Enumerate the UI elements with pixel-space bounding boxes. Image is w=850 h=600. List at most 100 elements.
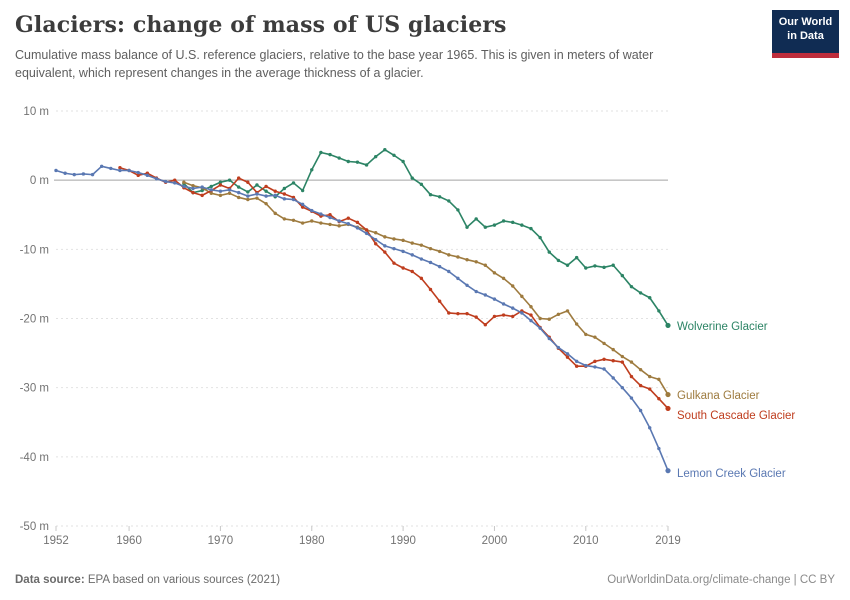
y-tick-label: -10 m	[20, 244, 49, 256]
data-point-lemon-creek-glacier	[437, 264, 442, 269]
data-point-lemon-creek-glacier	[346, 222, 350, 226]
data-point-gulkana-glacier	[547, 317, 551, 321]
series-line-wolverine-glacier[interactable]	[183, 148, 669, 326]
data-point-wolverine-glacier	[638, 291, 643, 295]
owid-logo[interactable]: Our World in Data	[772, 10, 839, 58]
data-point-lemon-creek-glacier	[419, 257, 424, 261]
data-point-gulkana-glacier	[218, 193, 223, 198]
data-point-gulkana-glacier	[209, 191, 213, 196]
data-point-south-cascade-glacier	[629, 374, 634, 379]
owid-logo-line2: in Data	[787, 30, 824, 43]
data-point-lemon-creek-glacier	[428, 260, 433, 265]
x-tick-label: 1990	[390, 535, 416, 547]
data-point-wolverine-glacier	[520, 223, 524, 227]
data-point-lemon-creek-glacier	[447, 269, 451, 274]
data-point-gulkana-glacier	[437, 249, 442, 254]
line-chart: 10 m 0 m -10 m -20 m -30 m -40 m -50 m 1952 1960…	[20, 106, 796, 547]
data-point-wolverine-glacier	[337, 156, 341, 160]
data-point-lemon-creek-glacier	[328, 215, 332, 220]
data-point-lemon-creek-glacier	[383, 244, 387, 248]
data-point-wolverine-glacier	[437, 195, 442, 199]
data-point-south-cascade-glacier	[191, 190, 195, 195]
chart-subtitle: Cumulative mass balance of U.S. referenc…	[15, 48, 654, 81]
data-point-wolverine-glacier	[602, 265, 606, 270]
data-point-gulkana-glacier	[456, 255, 460, 259]
data-point-lemon-creek-glacier	[611, 376, 615, 380]
credit-link[interactable]: OurWorldinData.org/climate-change | CC B…	[607, 574, 835, 586]
y-tick-label: -50 m	[20, 521, 49, 533]
data-point-south-cascade-glacier	[620, 360, 625, 364]
data-point-lemon-creek-glacier	[492, 297, 497, 301]
y-tick-label: 10 m	[23, 106, 49, 118]
series-label-wolverine-glacier[interactable]: Wolverine Glacier	[677, 321, 768, 333]
data-point-south-cascade-glacier	[410, 269, 414, 274]
data-point-wolverine-glacier	[593, 264, 597, 268]
data-point-lemon-creek-glacier	[355, 226, 360, 230]
data-point-wolverine-glacier	[310, 168, 314, 172]
data-point-lemon-creek-glacier	[501, 302, 506, 306]
data-point-wolverine-glacier	[374, 154, 378, 159]
data-point-lemon-creek-glacier	[483, 293, 488, 297]
data-point-gulkana-glacier	[310, 219, 314, 223]
data-point-lemon-creek-glacier	[456, 276, 460, 281]
data-point-gulkana-glacier	[629, 360, 634, 364]
data-point-lemon-creek-glacier	[538, 326, 542, 330]
data-point-wolverine-glacier	[474, 217, 478, 221]
series-label-lemon-creek-glacier[interactable]: Lemon Creek Glacier	[677, 468, 786, 480]
data-point-wolverine-glacier	[255, 183, 259, 187]
data-point-wolverine-glacier	[209, 184, 213, 189]
data-point-south-cascade-glacier	[428, 287, 433, 292]
data-point-lemon-creek-glacier	[547, 336, 551, 341]
data-point-gulkana-glacier	[255, 196, 259, 200]
data-point-gulkana-glacier	[227, 191, 232, 196]
data-point-gulkana-glacier	[419, 243, 424, 247]
data-point-wolverine-glacier	[629, 284, 634, 289]
data-point-south-cascade-glacier	[355, 220, 360, 225]
data-point-lemon-creek-glacier	[136, 170, 140, 175]
data-point-south-cascade-glacier	[602, 357, 606, 362]
data-point-lemon-creek-glacier	[474, 289, 478, 294]
data-point-wolverine-glacier	[565, 263, 570, 267]
data-point-wolverine-glacier	[529, 226, 533, 231]
data-point-gulkana-glacier	[584, 332, 588, 337]
data-point-gulkana-glacier	[465, 258, 469, 262]
data-point-south-cascade-glacier	[300, 205, 305, 209]
data-point-lemon-creek-glacier	[182, 184, 186, 189]
data-point-gulkana-glacier	[593, 335, 597, 339]
data-point-gulkana-glacier	[529, 305, 533, 309]
data-point-lemon-creek-glacier	[511, 306, 515, 310]
data-point-south-cascade-glacier	[465, 311, 469, 316]
data-point-wolverine-glacier	[218, 180, 223, 184]
data-point-south-cascade-glacier	[173, 178, 177, 182]
data-point-lemon-creek-glacier	[191, 186, 195, 191]
data-point-gulkana-glacier	[182, 180, 186, 184]
data-point-lemon-creek-glacier	[620, 385, 625, 390]
data-point-wolverine-glacier	[574, 255, 579, 260]
data-point-south-cascade-glacier	[200, 193, 204, 198]
data-point-gulkana-glacier	[602, 341, 606, 346]
data-point-south-cascade-glacier	[383, 250, 387, 254]
data-point-gulkana-glacier	[191, 184, 195, 188]
data-point-gulkana-glacier	[401, 238, 405, 243]
data-point-south-cascade-glacier	[565, 355, 570, 359]
data-point-lemon-creek-glacier	[638, 408, 643, 413]
data-point-lemon-creek-glacier	[227, 188, 232, 192]
data-point-lemon-creek-glacier	[154, 177, 159, 181]
data-point-south-cascade-glacier	[648, 387, 652, 391]
series-label-south-cascade-glacier[interactable]: South Cascade Glacier	[677, 410, 795, 422]
data-point-wolverine-glacier	[200, 188, 204, 193]
data-point-south-cascade-glacier	[447, 311, 451, 315]
data-point-gulkana-glacier	[483, 263, 488, 267]
data-point-wolverine-glacier	[428, 192, 433, 197]
data-point-south-cascade-glacier	[665, 405, 671, 412]
series-line-south-cascade-glacier[interactable]	[119, 166, 669, 409]
series-label-gulkana-glacier[interactable]: Gulkana Glacier	[677, 390, 760, 402]
data-point-south-cascade-glacier	[364, 228, 369, 232]
data-point-lemon-creek-glacier	[246, 194, 250, 198]
data-point-gulkana-glacier	[374, 231, 378, 235]
y-tick-label: -40 m	[20, 452, 49, 464]
y-tick-label: -30 m	[20, 383, 49, 395]
data-point-wolverine-glacier	[264, 189, 268, 193]
data-point-gulkana-glacier	[337, 224, 341, 228]
data-point-wolverine-glacier	[392, 153, 396, 157]
